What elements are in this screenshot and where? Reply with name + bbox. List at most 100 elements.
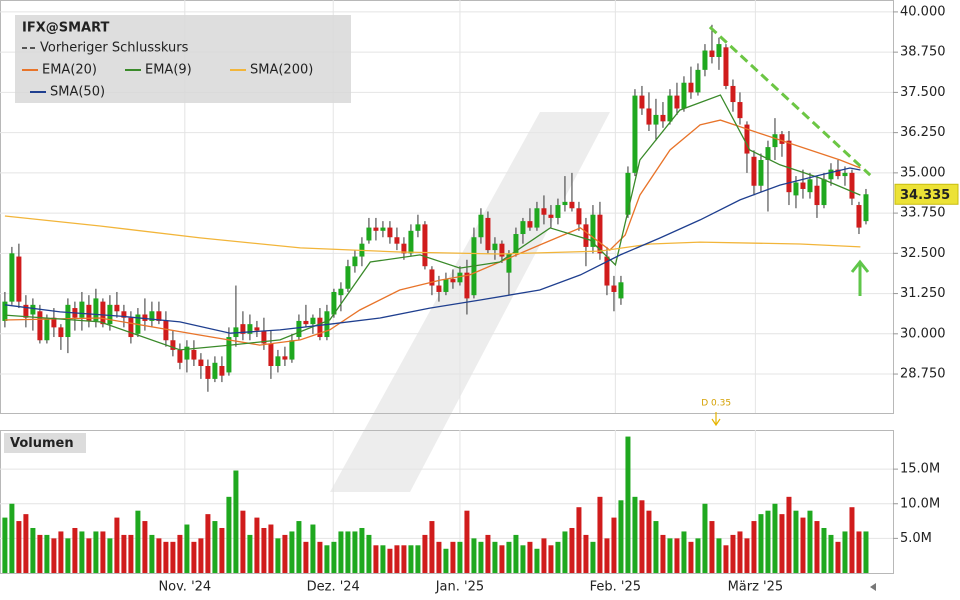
volume-bar bbox=[58, 531, 64, 573]
candle-body bbox=[219, 366, 225, 376]
candle-body bbox=[499, 243, 505, 257]
candle-body bbox=[653, 114, 659, 125]
legend-entry[interactable]: EMA(20) bbox=[42, 63, 97, 78]
candle-body bbox=[744, 124, 750, 154]
candle-body bbox=[303, 320, 309, 325]
volume-bar bbox=[604, 538, 610, 573]
candle-body bbox=[380, 227, 386, 231]
candle-body bbox=[275, 356, 281, 367]
volume-bar bbox=[744, 538, 750, 573]
candle-body bbox=[555, 205, 561, 218]
last-price-box bbox=[894, 183, 959, 205]
candle-body bbox=[513, 234, 519, 254]
volume-bar bbox=[863, 531, 869, 573]
volume-bar bbox=[240, 510, 246, 573]
candle-body bbox=[639, 95, 645, 109]
candle-body bbox=[156, 311, 162, 321]
candle-body bbox=[597, 214, 603, 254]
y-tick-label: 5.0M bbox=[900, 531, 932, 546]
volume-bar bbox=[562, 531, 568, 573]
legend-entry[interactable]: SMA(200) bbox=[250, 63, 313, 78]
volume-bar bbox=[471, 538, 477, 573]
candle-body bbox=[688, 82, 694, 93]
volume-bar bbox=[303, 541, 309, 573]
candle-body bbox=[772, 134, 778, 148]
volume-bar bbox=[254, 517, 260, 573]
y-tick-label: 32.500 bbox=[900, 246, 946, 261]
volume-bar bbox=[275, 538, 281, 573]
candle-body bbox=[289, 340, 295, 360]
volume-bar bbox=[198, 538, 204, 573]
candle-body bbox=[814, 185, 820, 206]
candle-body bbox=[863, 194, 869, 222]
volume-bar bbox=[646, 510, 652, 573]
candle-body bbox=[576, 208, 582, 225]
candle-body bbox=[485, 217, 491, 251]
candle-body bbox=[716, 44, 722, 57]
scroll-arrow[interactable] bbox=[870, 583, 876, 591]
candle-body bbox=[807, 179, 813, 193]
volume-bar bbox=[408, 545, 414, 573]
candle-body bbox=[569, 201, 575, 209]
candle-body bbox=[611, 285, 617, 292]
candle-body bbox=[177, 349, 183, 363]
volume-bar bbox=[380, 545, 386, 573]
candle-body bbox=[184, 346, 190, 360]
candle-body bbox=[758, 159, 764, 186]
volume-bar bbox=[660, 534, 666, 573]
volume-bar bbox=[387, 548, 393, 573]
legend-entry[interactable]: Vorheriger Schlusskurs bbox=[40, 41, 189, 56]
volume-bar bbox=[807, 510, 813, 573]
volume-bar bbox=[205, 514, 211, 573]
volume-bar bbox=[289, 531, 295, 573]
candle-body bbox=[240, 324, 246, 334]
volume-bar bbox=[667, 538, 673, 573]
candle-body bbox=[464, 272, 470, 299]
volume-bar bbox=[758, 514, 764, 573]
volume-bar bbox=[317, 541, 323, 573]
y-tick-label: 15.0M bbox=[900, 462, 940, 477]
legend-title: IFX@SMART bbox=[22, 21, 110, 36]
candle-body bbox=[37, 311, 43, 341]
candle-body bbox=[100, 301, 106, 325]
price-panel bbox=[0, 0, 894, 414]
volume-bar bbox=[548, 545, 554, 573]
volume-bar bbox=[597, 496, 603, 573]
candle-body bbox=[674, 95, 680, 109]
candle-body bbox=[226, 337, 232, 373]
legend-entry[interactable]: SMA(50) bbox=[50, 85, 105, 100]
candle-body bbox=[86, 304, 92, 321]
volume-bar bbox=[16, 521, 22, 573]
volume-bar bbox=[618, 500, 624, 573]
volume-bar bbox=[345, 531, 351, 573]
x-tick-label: Nov. '24 bbox=[158, 580, 211, 595]
volume-bar bbox=[653, 521, 659, 573]
legend-entry[interactable]: EMA(9) bbox=[145, 63, 192, 78]
candle-body bbox=[65, 304, 71, 338]
volume-bar bbox=[142, 521, 148, 573]
volume-bar bbox=[520, 545, 526, 573]
axes: 28.750 30.000 31.250 32.500 33.750 35.000 36.2… bbox=[158, 4, 959, 595]
candle-body bbox=[317, 317, 323, 338]
candle-body bbox=[338, 288, 344, 296]
volume-title-box bbox=[4, 433, 86, 453]
volume-bar bbox=[849, 507, 855, 573]
volume-bar bbox=[478, 541, 484, 573]
volume-bar bbox=[184, 524, 190, 573]
volume-bar bbox=[639, 500, 645, 573]
candle-body bbox=[51, 317, 57, 328]
volume-bar bbox=[534, 548, 540, 573]
candle-body bbox=[345, 266, 351, 289]
y-tick-label: 10.0M bbox=[900, 496, 940, 511]
candle-body bbox=[191, 349, 197, 360]
volume-bar bbox=[37, 534, 43, 573]
volume-title: Volumen bbox=[10, 436, 74, 451]
volume-bar bbox=[723, 545, 729, 573]
candle-body bbox=[310, 317, 316, 325]
candle-body bbox=[401, 243, 407, 254]
volume-bar bbox=[401, 545, 407, 573]
volume-bar bbox=[492, 541, 498, 573]
volume-bar bbox=[751, 521, 757, 573]
volume-bar bbox=[30, 527, 36, 573]
